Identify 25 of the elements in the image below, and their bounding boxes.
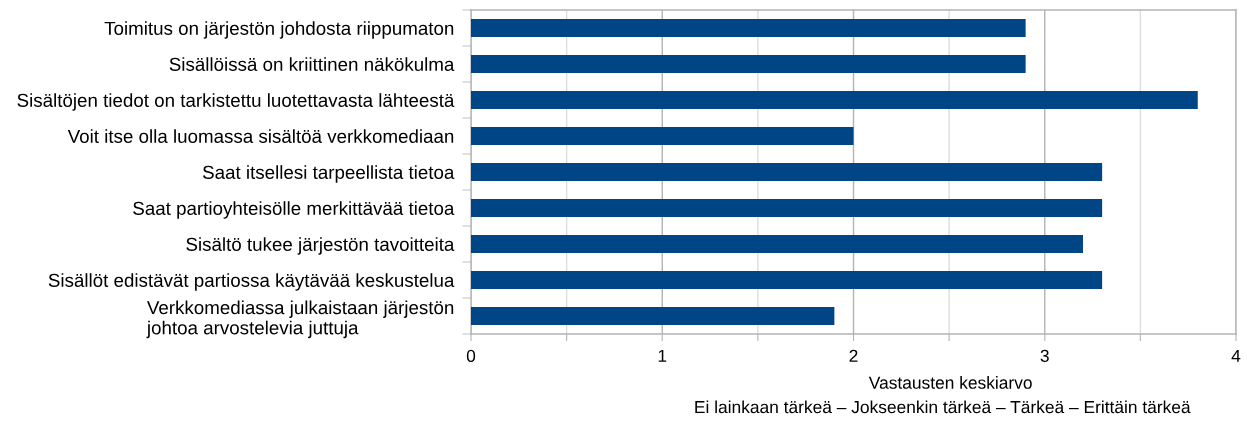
bar [471, 199, 1103, 217]
bar [471, 19, 1026, 37]
bar [471, 271, 1103, 289]
bar [471, 163, 1103, 181]
text: Ei lainkaan tärkeä – Jokseenkin tärkeä – Tärkeä – Erittäin tärkeä [695, 400, 1191, 414]
y-tick-label: Sisällöt edistävät partiossa käytävää keskustelua [48, 273, 455, 291]
x-tick-label: 2 [849, 349, 858, 362]
y-tick-label: Saat partioyhteisölle merkittävää tietoa [133, 201, 455, 219]
x-tick-label: 4 [1231, 349, 1241, 362]
y-tick-label: Saat itsellesi tarpeellista tietoa [202, 165, 455, 183]
y-tick-label: Sisältö tukee järjestön tavoitteita [186, 237, 455, 255]
bar [471, 91, 1198, 109]
bar [471, 55, 1026, 73]
bar [471, 235, 1083, 253]
y-tick-label: Sisältöjen tiedot on tarkistettu luotettavasta lähteestä [17, 93, 455, 111]
x-tick-label: 3 [1040, 349, 1049, 363]
y-tick-label: Voit itse olla luomassa sisältöä verkkomediaan [67, 129, 454, 143]
x-tick-label: 0 [466, 349, 476, 363]
y-tick-label: Verkkomediassa julkaistaan järjestön johtoa arvostelevia juttuja [146, 300, 454, 339]
y-tick-label: Sisällöissä on kriittinen näkökulma [169, 57, 455, 71]
x-tick-label: 1 [658, 349, 667, 362]
bar [471, 307, 835, 325]
bar [471, 127, 854, 145]
x-axis-title: Vastausten keskiarvo [868, 376, 1032, 389]
y-tick-label: Toimitus on järjestön johdosta riippumaton [104, 21, 454, 39]
